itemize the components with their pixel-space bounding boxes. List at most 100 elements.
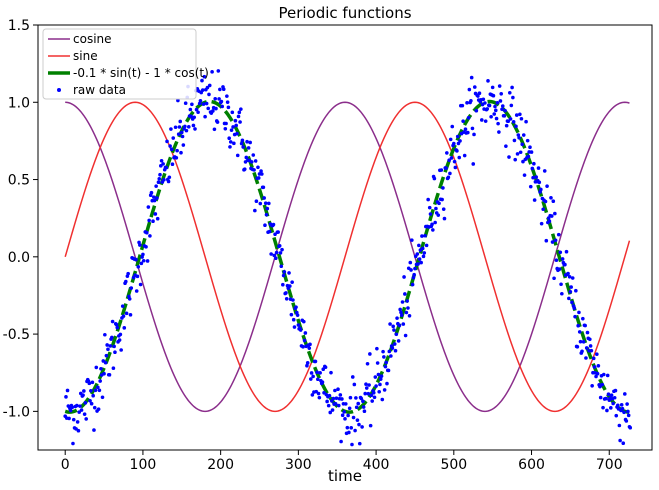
raw-data-point (155, 196, 159, 200)
raw-data-point (504, 123, 509, 128)
raw-data-point (528, 184, 533, 189)
raw-data-point (241, 145, 245, 149)
raw-data-point (248, 140, 252, 145)
raw-data-point (472, 132, 476, 137)
raw-data-point (239, 107, 243, 111)
raw-data-point (567, 296, 571, 301)
raw-data-point (537, 180, 542, 185)
raw-data-point (365, 361, 370, 366)
raw-data-point (282, 270, 287, 274)
raw-data-point (106, 347, 110, 352)
raw-data-point (432, 176, 437, 181)
raw-data-point (158, 172, 162, 177)
raw-data-point (155, 216, 160, 221)
raw-data-point (352, 382, 357, 387)
raw-data-point (469, 98, 473, 103)
raw-data-point (621, 441, 626, 446)
raw-data-point (357, 422, 361, 427)
raw-data-point (305, 363, 309, 368)
raw-data-point (181, 143, 186, 147)
raw-data-point (591, 356, 596, 361)
raw-data-point (486, 79, 490, 83)
raw-data-point (83, 401, 88, 405)
raw-data-point (560, 257, 565, 261)
raw-data-point (532, 161, 536, 166)
raw-data-point (354, 405, 359, 410)
series-layer (63, 69, 633, 447)
raw-data-point (223, 126, 228, 131)
raw-data-point (235, 131, 239, 136)
raw-data-point (110, 335, 114, 340)
raw-data-point (70, 405, 74, 410)
raw-data-point (393, 348, 398, 353)
raw-data-point (177, 125, 182, 129)
raw-data-point (553, 238, 558, 243)
raw-data-point (450, 124, 455, 129)
raw-data-point (308, 342, 312, 347)
plot-frame (37, 24, 653, 451)
raw-data-point (234, 123, 238, 128)
raw-data-point (497, 84, 502, 88)
raw-data-point (99, 366, 103, 371)
raw-data-point (517, 135, 521, 140)
raw-data-point (519, 116, 524, 121)
raw-data-point (316, 377, 320, 382)
raw-data-point (179, 130, 184, 135)
raw-data-point (71, 441, 75, 446)
raw-data-point (369, 393, 374, 398)
raw-data-point (549, 214, 554, 218)
raw-data-point (625, 402, 629, 406)
raw-data-point (104, 353, 109, 358)
raw-data-point (476, 94, 480, 98)
raw-data-point (186, 125, 191, 129)
raw-data-point (581, 339, 586, 344)
raw-data-point (310, 393, 315, 397)
raw-data-point (81, 393, 85, 397)
raw-data-point (219, 99, 224, 104)
raw-data-point (566, 271, 570, 276)
raw-data-point (318, 371, 322, 375)
raw-data-point (89, 388, 93, 393)
legend-marker (57, 88, 61, 92)
raw-data-point (264, 212, 269, 217)
series-line-1 (64, 101, 631, 413)
raw-data-point (592, 365, 597, 369)
raw-data-point (623, 392, 627, 396)
raw-data-point (413, 266, 417, 271)
raw-data-point (447, 158, 451, 163)
raw-data-point (103, 360, 108, 365)
raw-data-point (403, 333, 408, 338)
raw-data-point (351, 415, 356, 420)
raw-data-point (273, 232, 277, 237)
raw-data-point (82, 389, 86, 393)
raw-data-point (614, 413, 619, 418)
legend: cosine sine -0.1 * sin(t) - 1 * cos(t) raw … (42, 28, 209, 100)
raw-data-point (381, 349, 385, 354)
raw-data-point (378, 382, 382, 387)
raw-data-point (251, 153, 256, 157)
raw-data-point (553, 211, 557, 216)
raw-data-point (417, 243, 421, 248)
raw-data-point (259, 169, 263, 173)
raw-data-point (194, 107, 199, 112)
raw-data-point (327, 393, 332, 398)
raw-data-point (412, 272, 416, 277)
raw-data-point (449, 156, 454, 160)
raw-data-point (574, 288, 578, 293)
raw-data-point (79, 408, 84, 412)
raw-data-point (467, 87, 472, 92)
raw-data-point (108, 344, 113, 348)
raw-data-point (217, 97, 221, 101)
raw-data-point (387, 349, 392, 354)
raw-data-point (121, 314, 126, 318)
raw-data-point (529, 150, 534, 154)
raw-data-point (604, 396, 608, 401)
raw-data-point (502, 114, 507, 118)
raw-data-point (75, 420, 80, 424)
raw-data-point (514, 113, 519, 117)
raw-data-point (169, 127, 173, 131)
legend-item: raw data (57, 83, 126, 97)
x-tick-label: 100 (130, 457, 157, 473)
raw-data-point (239, 141, 244, 146)
